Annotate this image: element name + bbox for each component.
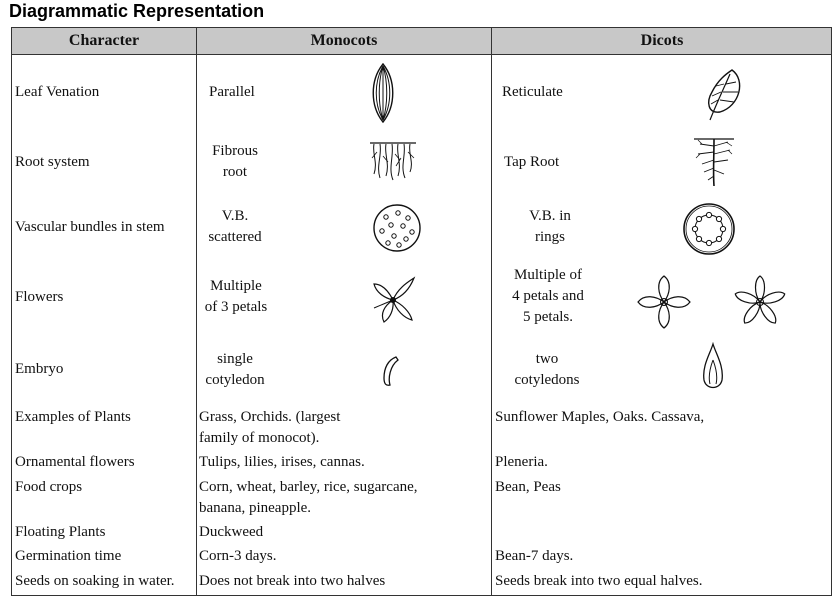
header-monocots: Monocots: [310, 32, 378, 49]
monocot-line: Multiple: [210, 278, 262, 294]
monocot-line: Corn, wheat, barley, rice, sugarcane,: [199, 479, 418, 495]
header-dicots: Dicots: [640, 32, 684, 49]
dicot-cell: Sunflower Maples, Oaks. Cassava,: [495, 409, 705, 425]
character-cell: Root system: [15, 154, 90, 170]
monocot-cell: Duckweed: [199, 524, 264, 540]
monocot-cell: Multiple of 3 petals: [197, 276, 275, 318]
column-divider: [491, 28, 492, 595]
fibrous-root-icon: [368, 140, 418, 187]
two-cotyledons-icon: [700, 341, 726, 399]
dicot-line: V.B. in: [529, 208, 571, 224]
character-cell: Flowers: [15, 289, 64, 305]
parallel-venation-leaf-icon: [366, 62, 400, 129]
character-cell: Seeds on soaking in water.: [15, 573, 175, 589]
table-header: Character Monocots Dicots: [12, 28, 831, 55]
dicot-cell: Pleneria.: [495, 454, 548, 470]
character-cell: Food crops: [15, 479, 83, 495]
ringed-vascular-bundles-icon: [682, 202, 736, 261]
monocot-cell: Does not break into two halves: [199, 573, 386, 589]
single-cotyledon-icon: [378, 354, 402, 393]
dicot-cell: Tap Root: [504, 154, 560, 170]
monocot-cell: Corn-3 days.: [199, 548, 277, 564]
reticulate-venation-leaf-icon: [702, 66, 744, 127]
monocot-line: root: [222, 164, 248, 180]
monocot-cell: single cotyledon: [197, 349, 273, 391]
three-petal-flower-icon: [368, 276, 418, 329]
dicot-cell: two cotyledons: [492, 349, 602, 391]
monocot-cell: Fibrous root: [197, 141, 273, 183]
monocot-line: of 3 petals: [204, 299, 268, 315]
monocot-cell: Parallel: [209, 84, 255, 100]
character-cell: Germination time: [15, 548, 122, 564]
four-petal-flower-icon: [634, 274, 694, 335]
dicot-line: rings: [535, 229, 565, 245]
character-cell: Ornamental flowers: [15, 454, 135, 470]
dicot-line: Multiple of: [514, 267, 582, 283]
dicot-cell: Multiple of 4 petals and 5 petals.: [492, 265, 604, 328]
dicot-cell: Bean-7 days.: [495, 548, 574, 564]
monocot-line: family of monocot).: [199, 430, 320, 446]
dicot-line: 4 petals and: [512, 288, 584, 304]
scattered-vascular-bundles-icon: [372, 203, 422, 258]
dicot-cell: Seeds break into two equal halves.: [495, 573, 703, 589]
header-character: Character: [68, 32, 140, 49]
monocot-line: V.B.: [221, 208, 249, 224]
dicot-line: two: [535, 351, 559, 367]
character-cell: Floating Plants: [15, 524, 106, 540]
column-divider: [196, 28, 197, 595]
monocot-cell: Grass, Orchids. (largest family of monoc…: [199, 407, 340, 449]
monocot-line: single: [217, 351, 253, 367]
character-cell: Leaf Venation: [15, 84, 100, 100]
five-petal-flower-icon: [730, 272, 790, 337]
dicot-cell: Bean, Peas: [495, 479, 561, 495]
monocot-cell: V.B. scattered: [197, 206, 273, 248]
dicot-line: 5 petals.: [523, 309, 573, 325]
monocot-line: cotyledon: [205, 372, 265, 388]
monocot-line: Grass, Orchids. (largest: [199, 409, 341, 425]
page-title: Diagrammatic Representation: [9, 1, 265, 21]
dicot-line: cotyledons: [514, 372, 580, 388]
character-cell: Examples of Plants: [15, 409, 131, 425]
monocot-line: scattered: [208, 229, 262, 245]
dicot-cell: Reticulate: [502, 84, 563, 100]
monocot-cell: Tulips, lilies, irises, cannas.: [199, 454, 365, 470]
comparison-table: Character Monocots Dicots Leaf Venation …: [11, 27, 832, 596]
tap-root-icon: [692, 136, 736, 193]
character-cell: Vascular bundles in stem: [15, 219, 165, 235]
monocot-line: banana, pineapple.: [199, 500, 312, 516]
monocot-cell: Corn, wheat, barley, rice, sugarcane, ba…: [199, 477, 418, 519]
character-cell: Embryo: [15, 361, 64, 377]
dicot-cell: V.B. in rings: [498, 206, 602, 248]
monocot-line: Fibrous: [212, 143, 258, 159]
